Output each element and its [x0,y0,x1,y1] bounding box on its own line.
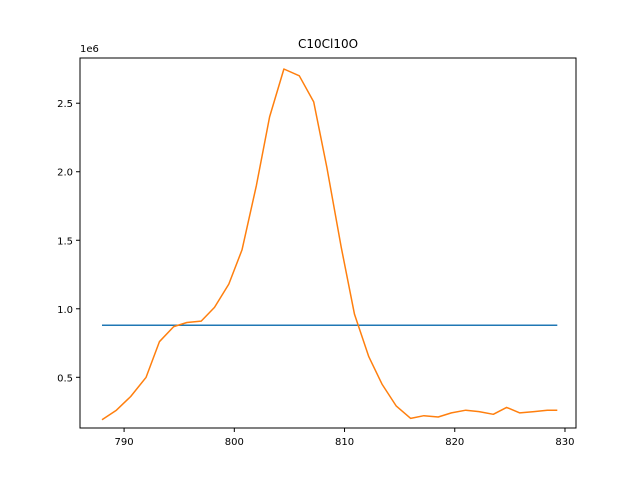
plot-frame [79,57,577,429]
series-layer [101,68,558,421]
y-tick-label: 1.0 [57,305,73,316]
x-tick-label: 810 [335,437,354,448]
y-tick-label: 2.5 [57,99,73,110]
ticks-layer: 790 800 810 820 830 0.5 1.0 1.5 2.0 2.5 [57,99,574,448]
y-tick-label: 2.0 [57,168,73,179]
y-offset-label: 1e6 [80,44,99,55]
x-tick-label: 820 [445,437,464,448]
x-tick-label: 790 [115,437,134,448]
chart-title: C10Cl10O [298,37,358,51]
x-tick-label: 800 [225,437,244,448]
series-line-2 [101,68,558,421]
y-tick-label: 0.5 [57,373,73,384]
x-tick-label: 830 [555,437,574,448]
y-tick-label: 1.5 [57,236,73,247]
